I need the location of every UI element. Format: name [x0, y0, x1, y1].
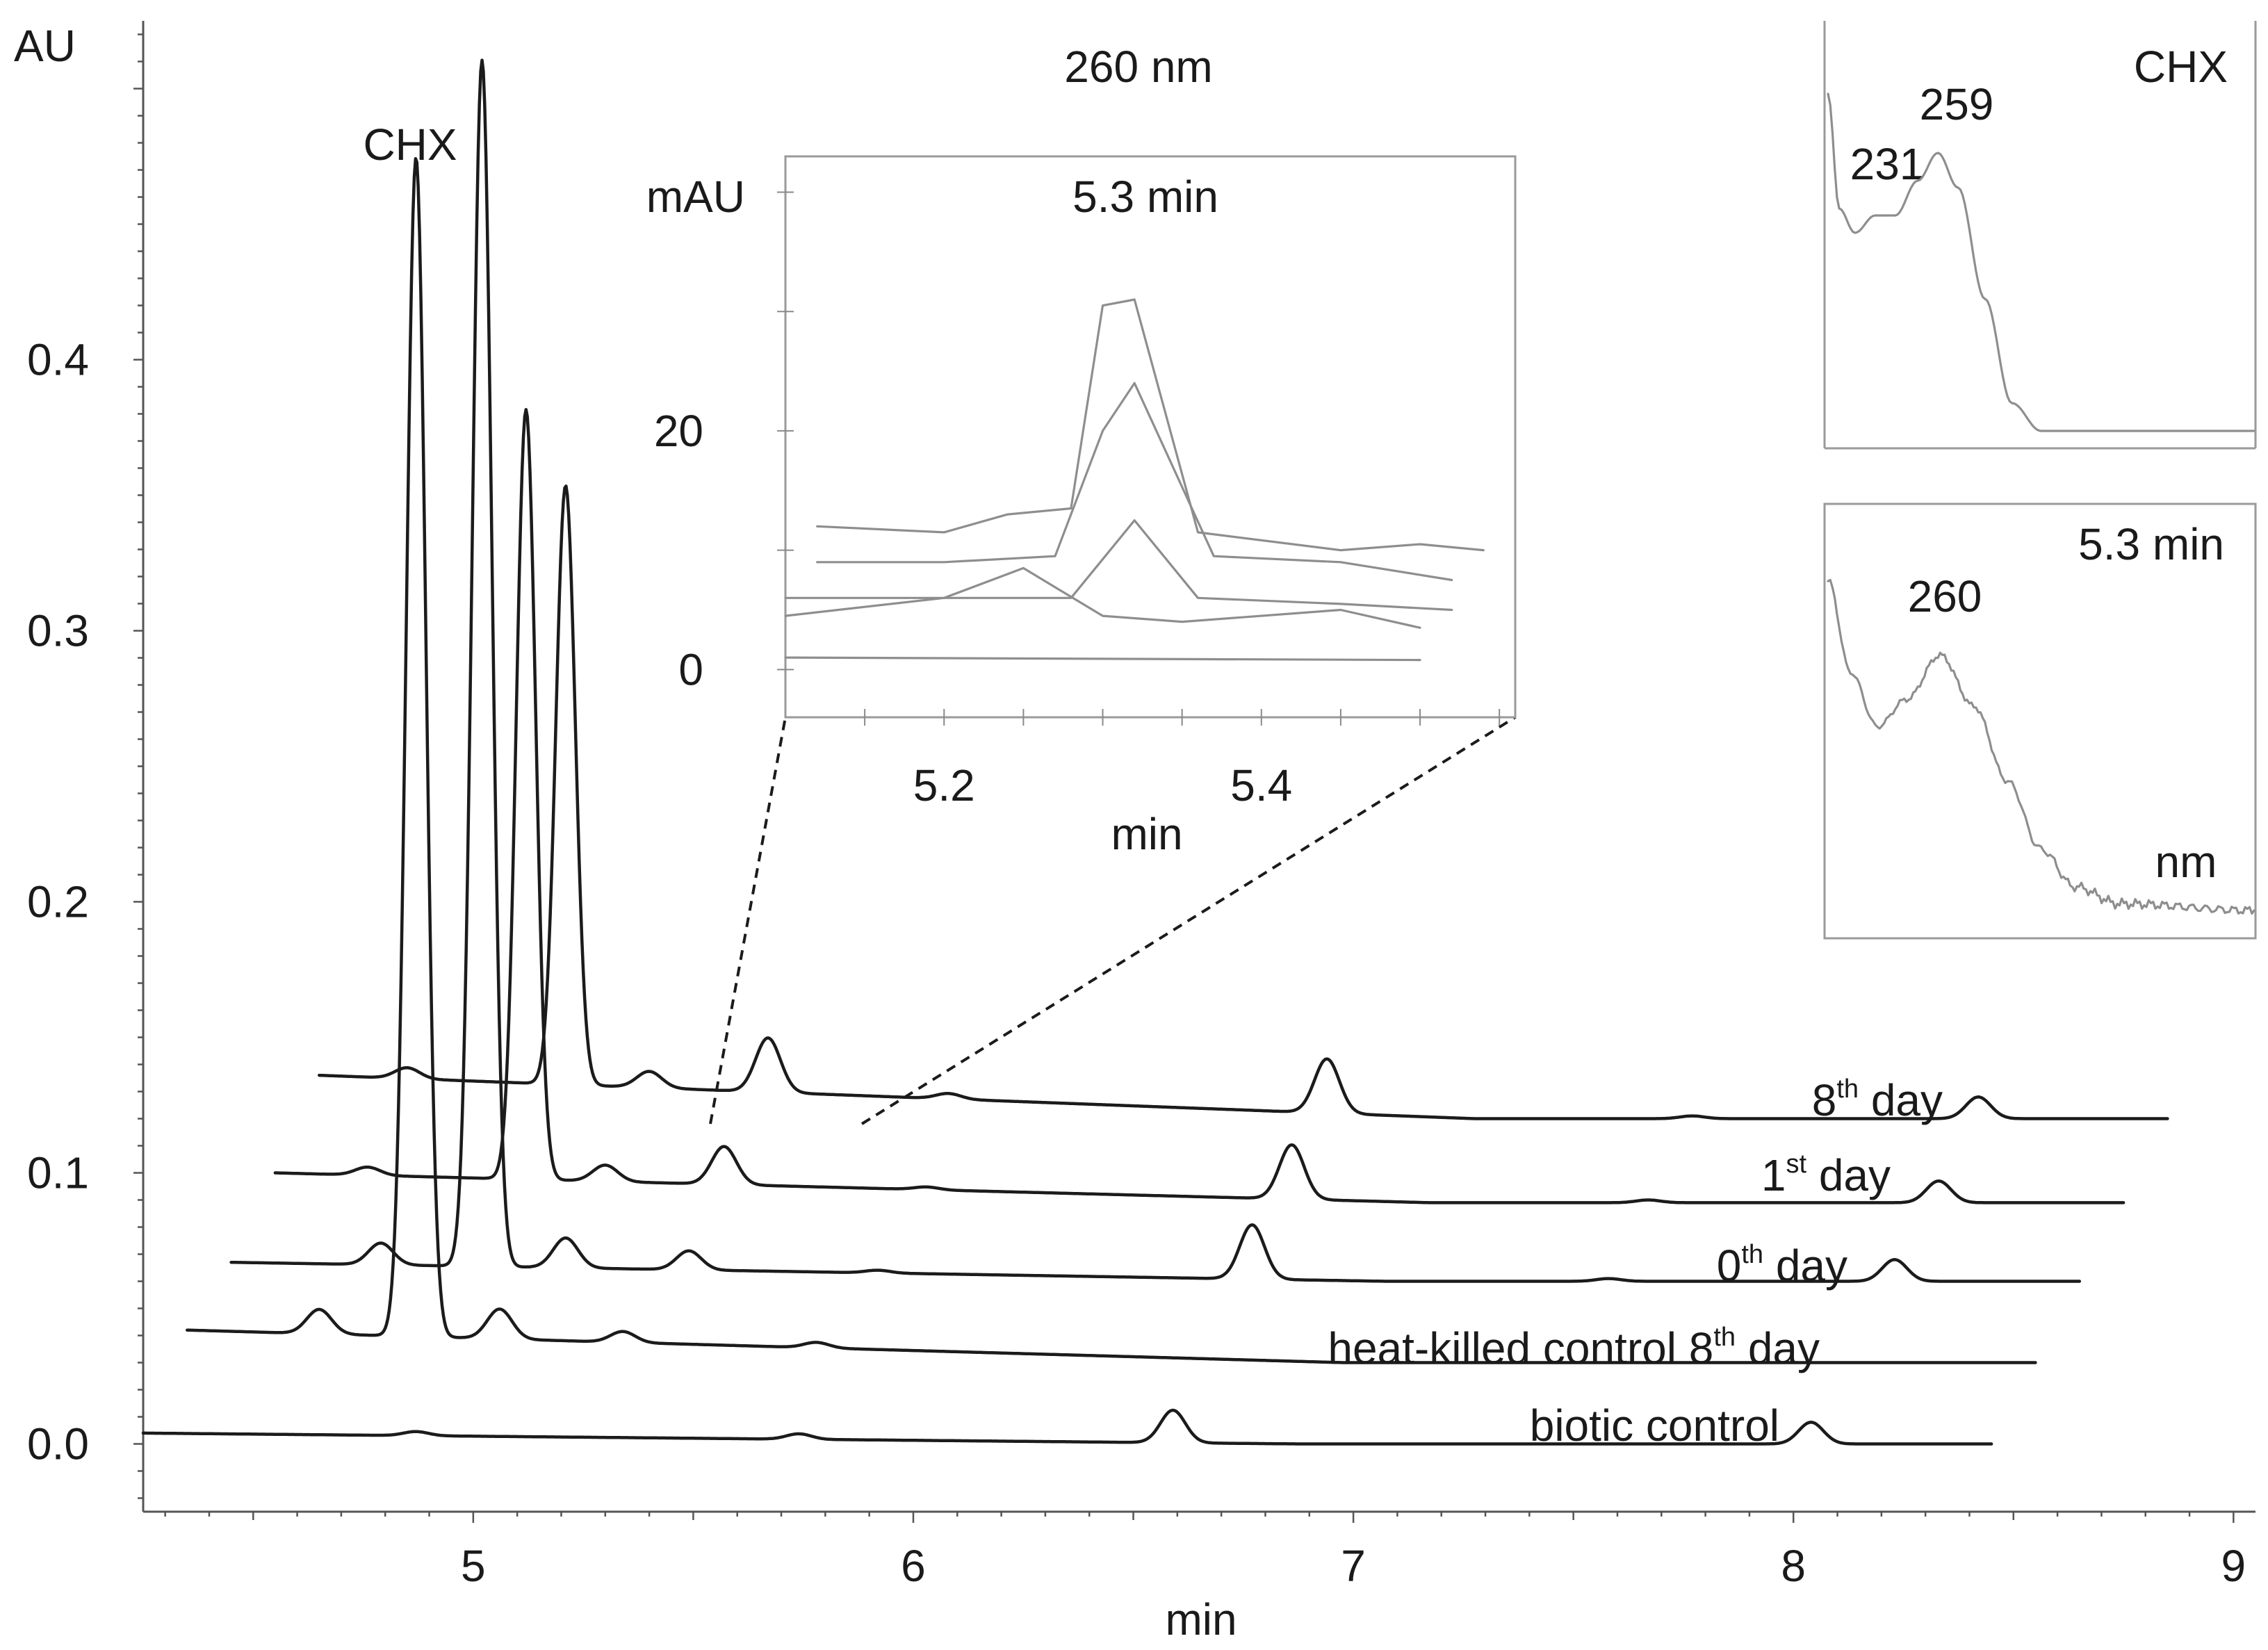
- zoom-inset: 260 nm mAU 5.3 min min 0 20 5.2 5.4: [646, 42, 1517, 859]
- spectrum-chx-peak-231: 231: [1850, 139, 1925, 189]
- inset-x-tick-5-2: 5.2: [913, 760, 975, 810]
- trace-0th-day: [229, 58, 2082, 1283]
- inset-trace-1st-day: [816, 382, 1453, 582]
- inset-y-axis-label: mAU: [646, 172, 745, 222]
- trace-biotic-control: [141, 1408, 1993, 1446]
- main-axes: AU min 0.0 0.1 0.2 0.3 0.4 5 6 7 8 9: [14, 21, 2255, 1644]
- spectrum-chx-title: CHX: [2134, 42, 2228, 92]
- zoom-connector-left: [709, 717, 787, 1125]
- y-tick-0-4: 0.4: [27, 335, 89, 385]
- trace-8th-day: [318, 484, 2169, 1120]
- series-label-biotic-control: biotic control: [1530, 1400, 1779, 1451]
- y-tick-0-3: 0.3: [27, 606, 89, 656]
- inset-traces: [784, 298, 1485, 662]
- inset-wavelength-title: 260 nm: [1064, 42, 1212, 92]
- inset-trace-8th-day: [816, 298, 1485, 552]
- inset-frame: [784, 155, 1517, 719]
- x-tick-7: 7: [1341, 1541, 1366, 1591]
- zoom-connector-right: [860, 716, 1517, 1125]
- trace-1st-day: [273, 407, 2126, 1204]
- spectrum-line-5-3-min-spectrum: [1827, 578, 2255, 915]
- y-tick-0-0: 0.0: [27, 1419, 89, 1469]
- inset-y-tick-labels: 0 20: [654, 406, 703, 694]
- inset-x-axis-label: min: [1111, 809, 1182, 859]
- series-label-heat-killed-control: heat-killed control 8th day: [1328, 1323, 1820, 1373]
- y-axis-label: AU: [14, 21, 76, 71]
- series-label-1st-day: 1st day: [1761, 1150, 1891, 1200]
- main-traces: [141, 58, 2169, 1446]
- spectrum-line-chx-spectrum: [1827, 92, 2255, 432]
- series-label-8th-day: 8th day: [1812, 1075, 1943, 1125]
- x-tick-6: 6: [901, 1541, 926, 1591]
- spectrum-chx-trace: [1827, 92, 2255, 432]
- spectrum-5-3-min-frame: [1823, 503, 2257, 940]
- y-tick-0-1: 0.1: [27, 1148, 89, 1198]
- x-tick-5: 5: [461, 1541, 486, 1591]
- spectrum-5-3-min-title: 5.3 min: [2078, 519, 2224, 569]
- trace-heat-killed-control-8th-day: [186, 156, 2037, 1364]
- inset-peak-annotation: 5.3 min: [1072, 172, 1218, 222]
- x-tick-8: 8: [1781, 1541, 1806, 1591]
- series-labels: 8th day 1st day 0th day heat-killed cont…: [1328, 1075, 1943, 1451]
- inset-y-tick-0: 0: [678, 644, 703, 694]
- y-tick-labels: 0.0 0.1 0.2 0.3 0.4: [27, 335, 89, 1469]
- spectrum-5-3-min-x-axis-label: nm: [2155, 837, 2217, 887]
- uv-spectrum-5-3-min-panel: 5.3 min 260 nm: [1823, 503, 2257, 940]
- y-tick-0-2: 0.2: [27, 877, 89, 927]
- inset-y-tick-20: 20: [654, 406, 703, 456]
- x-tick-9: 9: [2221, 1541, 2246, 1591]
- chx-peak-annotation: CHX: [363, 120, 457, 170]
- inset-trace-0th-day: [784, 519, 1453, 612]
- inset-trace-biotic-control: [784, 656, 1421, 662]
- spectrum-chx-peak-259: 259: [1920, 79, 1994, 129]
- inset-x-tick-labels: 5.2 5.4: [913, 760, 1292, 810]
- x-tick-labels: 5 6 7 8 9: [461, 1541, 2246, 1591]
- series-label-0th-day: 0th day: [1717, 1240, 1847, 1291]
- uv-spectrum-chx-panel: CHX 231 259: [1823, 21, 2257, 450]
- spectrum-5-3-min-trace: [1827, 578, 2255, 915]
- inset-x-tick-5-4: 5.4: [1230, 760, 1292, 810]
- spectrum-5-3-min-peak-260: 260: [1908, 571, 1982, 621]
- x-axis-label: min: [1165, 1594, 1237, 1644]
